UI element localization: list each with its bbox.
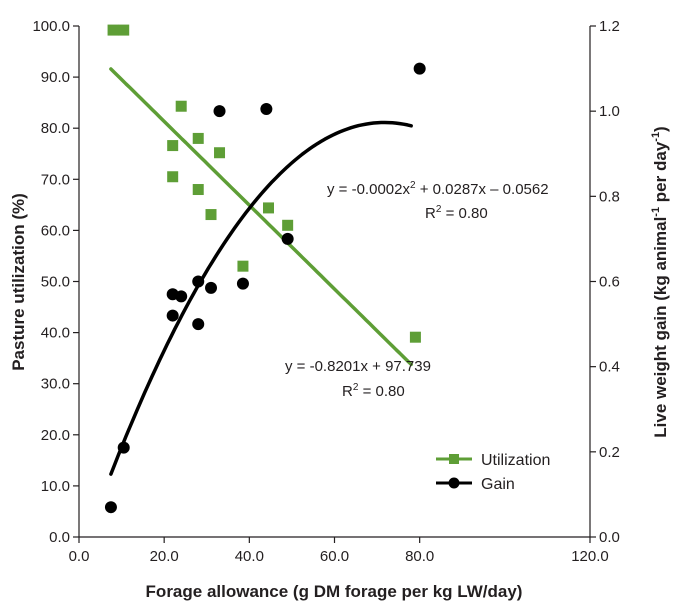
- gain-point: [260, 103, 273, 116]
- gain-point: [413, 62, 426, 75]
- right-tick-label: 1.2: [599, 18, 620, 35]
- data-points: [104, 24, 426, 514]
- gain-point: [236, 277, 249, 290]
- left-tick-label: 0.0: [49, 529, 70, 546]
- right-axis-title-sup-1: -1: [650, 207, 662, 217]
- gain-point: [192, 318, 205, 331]
- right-axis-title-sup-2: -1: [650, 132, 662, 142]
- gain-r2: R2 = 0.80: [425, 204, 488, 222]
- legend-gain-marker: [448, 477, 460, 489]
- x-axis-ticks: 0.0 20.0 40.0 60.0 80.0 120.0: [69, 537, 609, 565]
- util-equation: y = -0.8201x + 97.739: [285, 358, 431, 375]
- left-tick-label: 100.0: [32, 18, 70, 35]
- x-axis-title: Forage allowance (g DM forage per kg LW/…: [146, 582, 523, 601]
- utilization-point: [205, 209, 217, 221]
- right-axis-title-part-1: Live weight gain (kg animal: [651, 217, 670, 438]
- right-tick-label: 0.8: [599, 188, 620, 205]
- utilization-point: [167, 140, 179, 152]
- x-tick-label: 40.0: [235, 548, 264, 565]
- x-tick-label: 120.0: [571, 548, 609, 565]
- utilization-point: [118, 24, 130, 36]
- x-tick-label: 0.0: [69, 548, 90, 565]
- utilization-point: [214, 147, 226, 159]
- gain-point: [192, 275, 205, 288]
- utilization-point: [107, 24, 119, 36]
- left-tick-label: 90.0: [41, 69, 70, 86]
- x-tick-label: 80.0: [405, 548, 434, 565]
- utilization-point: [167, 171, 179, 183]
- gain-point: [104, 501, 117, 514]
- x-tick-label: 20.0: [150, 548, 179, 565]
- left-tick-label: 40.0: [41, 325, 70, 342]
- utilization-point: [262, 202, 274, 214]
- utilization-point: [192, 184, 204, 196]
- right-axis-title-part-3: ): [651, 126, 670, 132]
- right-tick-label: 0.2: [599, 444, 620, 461]
- gain-equation-rest: + 0.0287x – 0.0562: [416, 181, 549, 198]
- left-tick-label: 20.0: [41, 427, 70, 444]
- gain-equation: y = -0.0002x2 + 0.0287x – 0.0562: [327, 180, 549, 198]
- fit-lines: [109, 67, 413, 476]
- utilization-point: [282, 219, 294, 231]
- left-tick-label: 30.0: [41, 376, 70, 393]
- left-axis-title: Pasture utilization (%): [9, 193, 28, 371]
- left-tick-label: 50.0: [41, 274, 70, 291]
- left-tick-label: 80.0: [41, 120, 70, 137]
- gain-point: [166, 309, 179, 322]
- legend-utilization-marker: [449, 454, 459, 464]
- util-r2-main: R: [342, 383, 353, 400]
- left-axis-ticks: 0.0 10.0 20.0 30.0 40.0 50.0 60.0 70.0 80.0 90.0 1…: [32, 18, 79, 546]
- gain-r2-rest: = 0.80: [441, 205, 487, 222]
- gain-equation-sup: 2: [410, 180, 416, 191]
- right-axis-ticks: 0.0 0.2 0.4 0.6 0.8 1.0 1.2: [590, 18, 620, 546]
- util-r2-rest: = 0.80: [358, 383, 404, 400]
- gain-r2-main: R: [425, 205, 436, 222]
- gain-point: [213, 105, 226, 118]
- right-axis-title-part-2: per day: [651, 141, 670, 207]
- legend: Utilization Gain: [436, 452, 550, 493]
- left-tick-label: 10.0: [41, 478, 70, 495]
- gain-equation-main: y = -0.0002x: [327, 181, 410, 198]
- right-tick-label: 0.4: [599, 359, 620, 376]
- gain-point: [281, 232, 294, 245]
- gain-point: [175, 290, 188, 303]
- gain-point: [117, 441, 130, 454]
- right-tick-label: 0.0: [599, 529, 620, 546]
- util-r2: R2 = 0.80: [342, 382, 405, 400]
- x-tick-label: 60.0: [320, 548, 349, 565]
- utilization-point: [237, 260, 249, 272]
- utilization-point: [175, 100, 187, 112]
- gain-r2-sup: 2: [436, 204, 442, 215]
- right-tick-label: 1.0: [599, 103, 620, 120]
- right-axis-title: Live weight gain (kg animal-1 per day-1): [650, 126, 670, 437]
- utilization-fit-line: [109, 67, 413, 367]
- util-r2-sup: 2: [353, 382, 359, 393]
- gain-point: [205, 281, 218, 294]
- utilization-point: [409, 331, 421, 343]
- gain-fit-line: [109, 120, 413, 476]
- left-tick-label: 70.0: [41, 171, 70, 188]
- right-tick-label: 0.6: [599, 274, 620, 291]
- utilization-point: [192, 132, 204, 144]
- left-tick-label: 60.0: [41, 222, 70, 239]
- legend-gain-label: Gain: [481, 476, 515, 493]
- legend-utilization-label: Utilization: [481, 452, 550, 469]
